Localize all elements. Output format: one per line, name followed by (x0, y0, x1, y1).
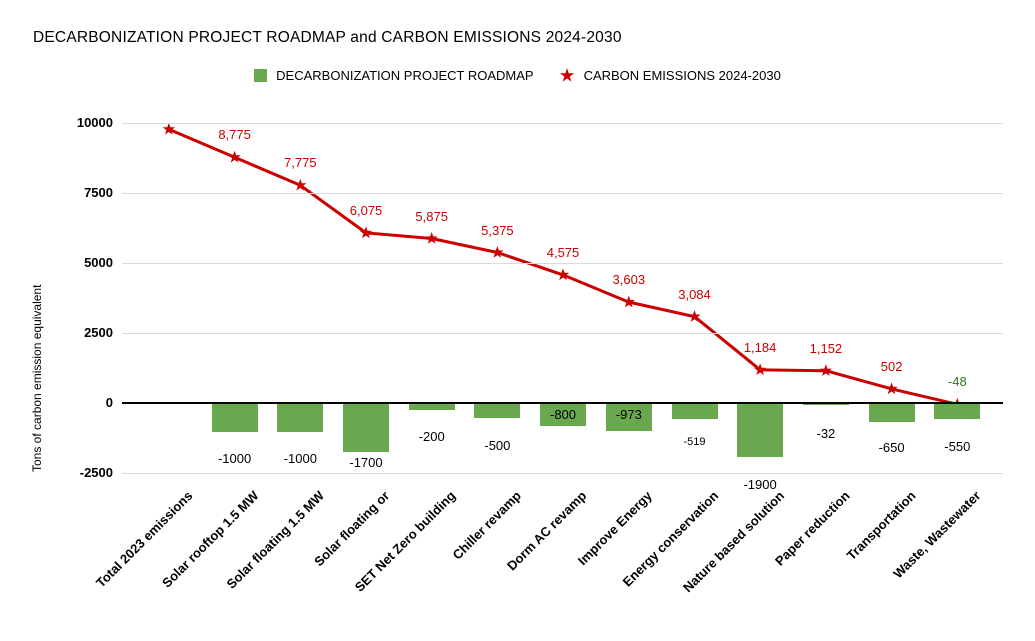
x-category-label: Transportation (843, 488, 919, 563)
line-value-label: 5,375 (481, 222, 514, 238)
legend-label-roadmap: DECARBONIZATION PROJECT ROADMAP (276, 68, 534, 83)
y-tick-label: 0 (105, 395, 113, 410)
line-value-label: -48 (947, 374, 967, 390)
bar (343, 404, 389, 452)
y-gridline (122, 473, 1003, 474)
bar (671, 404, 718, 419)
bar (868, 404, 915, 423)
bar-value-label: -500 (484, 438, 511, 453)
line-value-label: 8,775 (218, 127, 251, 143)
bar (277, 404, 324, 432)
y-tick-label: 7500 (84, 185, 113, 200)
line-point-star-icon (754, 363, 767, 376)
line-point-star-icon (556, 268, 570, 281)
line-point-star-icon (359, 226, 373, 239)
bar-value-label: -1000 (217, 451, 252, 466)
bar-value-label: -1700 (349, 455, 383, 470)
bar-value-label: -1000 (283, 451, 317, 466)
bar-value-label: -519 (683, 436, 706, 448)
bar-value-label: -200 (418, 429, 445, 444)
bar-value-label: -800 (549, 407, 577, 422)
line-value-label: 6,075 (349, 202, 383, 218)
legend-item-emissions: CARBON EMISSIONS 2024-2030 (559, 68, 781, 83)
y-axis-title-text: Tons of carbon emission equivalent (30, 284, 44, 472)
bar (802, 404, 849, 405)
bar (474, 404, 521, 418)
line-point-star-icon (491, 246, 504, 258)
line-point-star-icon (162, 122, 175, 135)
y-gridline (122, 123, 1003, 124)
line-point-star-icon (425, 232, 438, 244)
emissions-line (168, 127, 958, 406)
bar (737, 404, 784, 458)
bar (211, 404, 258, 432)
y-tick-label: -2500 (79, 465, 113, 480)
bar (934, 404, 981, 420)
line-value-label: 3,603 (612, 272, 646, 288)
y-tick-label: 5000 (84, 255, 113, 270)
green-square-icon (254, 69, 268, 82)
line-value-label: 502 (880, 358, 903, 374)
legend-label-emissions: CARBON EMISSIONS 2024-2030 (583, 68, 781, 83)
y-tick-label: 2500 (84, 325, 113, 340)
legend-item-roadmap: DECARBONIZATION PROJECT ROADMAP (254, 68, 534, 83)
bar (605, 404, 652, 432)
y-gridline (122, 333, 1003, 334)
bar (408, 404, 455, 410)
line-point-star-icon (688, 310, 701, 322)
red-star-icon (559, 68, 575, 82)
line-value-label: 7,775 (284, 155, 317, 171)
y-gridline (122, 193, 1003, 194)
y-gridline (122, 263, 1003, 264)
line-value-label: 5,875 (415, 208, 448, 224)
x-category-label: Chiller revamp (449, 488, 525, 563)
line-value-label: 1,152 (809, 340, 843, 356)
y-tick-label: 10000 (76, 115, 113, 130)
chart-title: DECARBONIZATION PROJECT ROADMAP and CARB… (33, 29, 622, 46)
bar-value-label: -650 (878, 440, 905, 455)
bar-value-label: -973 (615, 407, 642, 422)
line-point-star-icon (294, 178, 307, 191)
line-point-star-icon (885, 382, 898, 395)
bar (540, 404, 586, 427)
line-point-star-icon (622, 295, 635, 308)
line-value-label: 1,184 (743, 339, 777, 355)
bar-value-label: -550 (944, 439, 971, 454)
line-value-label: 4,575 (546, 244, 580, 260)
legend: DECARBONIZATION PROJECT ROADMAP CARBON E… (0, 68, 1035, 83)
zero-axis-line (122, 402, 1003, 404)
line-point-star-icon (819, 364, 832, 376)
bar-value-label: -32 (816, 426, 836, 441)
line-value-label: 3,084 (678, 286, 711, 302)
line-point-star-icon (228, 150, 241, 163)
bar-value-label: -1900 (743, 477, 777, 492)
